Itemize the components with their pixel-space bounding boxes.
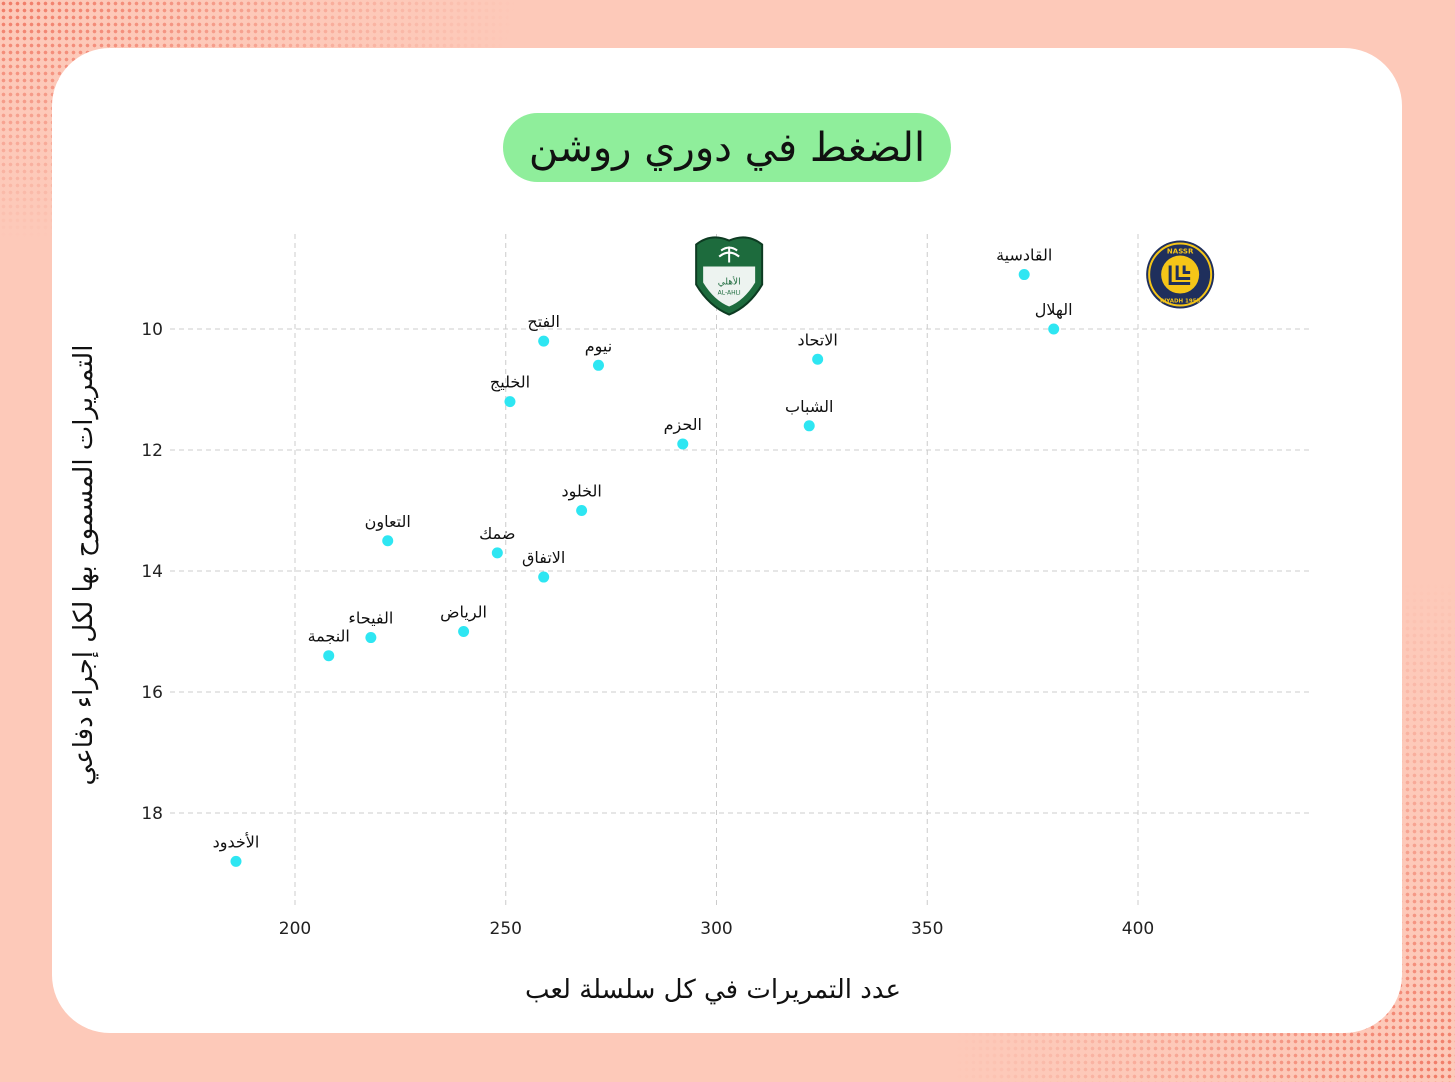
nassr-monogram-icon: [1168, 265, 1191, 286]
point-label: القادسية: [996, 246, 1052, 265]
point-marker: [592, 359, 604, 371]
chart-card: [52, 48, 1402, 1033]
point-label: الرياض: [440, 603, 487, 623]
point-marker: [812, 353, 824, 365]
point-label: الخلود: [561, 482, 601, 502]
point-marker: [504, 396, 516, 408]
point-marker: [458, 626, 470, 637]
point-label: الفتح: [527, 312, 560, 332]
nassr-badge-center: [1161, 255, 1200, 294]
y-tick-label: 18: [141, 804, 163, 824]
data-point: الخليج: [490, 373, 530, 408]
y-tick-label: 14: [141, 562, 163, 582]
x-tick-label: 400: [1122, 919, 1154, 939]
point-label: الشباب: [785, 397, 833, 416]
y-tick-label: 12: [141, 441, 163, 461]
nassr-logo: NASSR RIYADH 1955: [1146, 240, 1215, 309]
x-tick-label: 200: [279, 919, 311, 939]
point-label: الاتفاق: [522, 548, 565, 567]
y-tick-label: 16: [141, 683, 163, 703]
point-marker: [538, 571, 550, 583]
point-label: الأخدود: [213, 831, 260, 852]
data-point: ضمك: [479, 524, 515, 559]
grid-lines: [170, 234, 1310, 905]
axis-ticks: 200 250 300 350 400 10 12 14 16 18: [141, 320, 1154, 939]
palm-tree-icon: [718, 246, 740, 263]
data-point: الأخدود: [213, 831, 260, 867]
data-point: الاتحاد: [797, 330, 838, 365]
data-point: الاتفاق: [522, 548, 565, 583]
point-marker: [365, 632, 377, 644]
data-point: الفيحاء: [348, 609, 393, 644]
point-label: الهلال: [1035, 300, 1073, 320]
ahli-logo: الأهلي AL-AHLI: [695, 236, 764, 316]
point-marker: [1018, 269, 1030, 281]
x-tick-label: 350: [911, 919, 943, 939]
point-marker: [1048, 323, 1060, 335]
data-point: الشباب: [785, 397, 833, 432]
y-tick-label: 10: [141, 320, 163, 340]
point-label: الاتحاد: [797, 330, 837, 349]
data-point: الخلود: [561, 482, 602, 516]
data-point: التعاون: [365, 512, 411, 547]
ahli-shield-band: [703, 266, 756, 307]
point-label: الفيحاء: [348, 609, 393, 628]
data-point: نيوم: [585, 336, 612, 371]
point-marker: [803, 420, 815, 432]
ahli-logo-text: الأهلي: [718, 276, 741, 288]
point-label: الحزم: [664, 415, 702, 435]
x-axis-label: عدد التمريرات في كل سلسلة لعب: [525, 975, 901, 1005]
point-label: نيوم: [585, 336, 612, 356]
point-marker: [323, 650, 335, 662]
data-point: الرياض: [440, 603, 487, 637]
data-point: القادسية: [996, 246, 1052, 281]
nassr-badge-ring: [1148, 242, 1213, 307]
team-logos: الأهلي AL-AHLI NASSR RIYADH 1955: [695, 236, 1215, 316]
point-marker: [491, 547, 503, 559]
data-point: الفتح: [527, 312, 560, 347]
chart-title: الضغط في دوري روشن: [503, 113, 951, 182]
x-tick-label: 300: [700, 919, 732, 939]
data-point: النجمة: [308, 627, 350, 662]
data-point: الحزم: [664, 415, 702, 450]
point-marker: [576, 505, 588, 516]
point-marker: [538, 335, 550, 347]
point-marker: [382, 535, 394, 547]
point-label: ضمك: [479, 524, 515, 543]
data-points: القادسية الهلال الفتح نيوم الاتحاد الخليج الشب…: [213, 246, 1073, 867]
y-axis-label: التمريرات المسموح بها لكل إجراء دفاعي: [69, 345, 99, 786]
point-label: الخليج: [490, 373, 530, 392]
point-marker: [230, 855, 242, 867]
point-label: النجمة: [308, 627, 350, 646]
ahli-logo-subtext: AL-AHLI: [718, 290, 741, 297]
x-tick-label: 250: [490, 919, 522, 939]
nassr-logo-top-text: NASSR: [1167, 248, 1194, 256]
point-marker: [677, 438, 689, 450]
nassr-logo-bottom-text: RIYADH 1955: [1160, 299, 1201, 305]
point-label: التعاون: [365, 512, 411, 532]
data-point: الهلال: [1035, 300, 1073, 335]
